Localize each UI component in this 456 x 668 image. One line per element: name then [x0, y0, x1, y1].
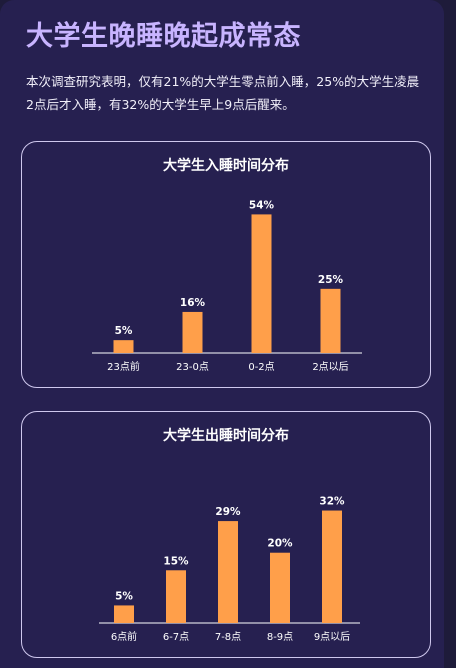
bar-value-label: 20%	[267, 538, 293, 550]
bar	[166, 570, 186, 623]
bar	[251, 214, 272, 353]
bedtime-chart-card: 大学生入睡时间分布 5% 23点前 16% 23-0点 54% 0-2点 25% 2点以后	[21, 141, 431, 388]
category-label: 9点以后	[314, 631, 350, 643]
category-label: 23点前	[107, 360, 140, 373]
bar-value-label: 15%	[163, 555, 189, 567]
bar-value-label: 25%	[318, 274, 344, 286]
bedtime-chart: 5% 23点前 16% 23-0点 54% 0-2点 25% 2点以后	[92, 199, 362, 373]
bar	[113, 340, 134, 353]
waketime-chart-title: 大学生出睡时间分布	[163, 428, 289, 444]
bar-value-label: 32%	[319, 496, 345, 508]
category-label: 0-2点	[248, 361, 274, 373]
bar	[320, 288, 341, 353]
article-intro: 本次调查研究表明，仅有21%的大学生零点前入睡，25%的大学生凌晨2点后才入睡，…	[26, 74, 420, 112]
article-page: 大学生晚睡晚起成常态 本次调查研究表明，仅有21%的大学生零点前入睡，25%的大…	[0, 0, 444, 668]
bar	[270, 552, 290, 623]
bar-value-label: 5%	[115, 325, 133, 337]
bar	[114, 605, 134, 623]
bar	[182, 311, 203, 353]
bar-value-label: 16%	[180, 297, 206, 309]
bar-value-label: 29%	[215, 506, 241, 518]
category-label: 2点以后	[312, 361, 348, 373]
waketime-chart: 5% 6点前 15% 6-7点 29% 7-8点 20% 8-9点 32% 9点以后	[99, 496, 360, 643]
article-title: 大学生晚睡晚起成常态	[26, 21, 301, 52]
bar-value-label: 54%	[249, 199, 275, 211]
category-label: 7-8点	[215, 631, 241, 643]
bar-value-label: 5%	[115, 590, 133, 602]
waketime-chart-card: 大学生出睡时间分布 5% 6点前 15% 6-7点 29% 7-8点 20% 8-9点 32% 9…	[21, 411, 431, 658]
category-label: 6点前	[111, 630, 137, 643]
bedtime-chart-title: 大学生入睡时间分布	[163, 158, 289, 174]
bar	[218, 521, 238, 623]
category-label: 6-7点	[163, 631, 189, 643]
category-label: 23-0点	[176, 361, 209, 373]
bar	[322, 510, 342, 623]
category-label: 8-9点	[267, 631, 293, 643]
